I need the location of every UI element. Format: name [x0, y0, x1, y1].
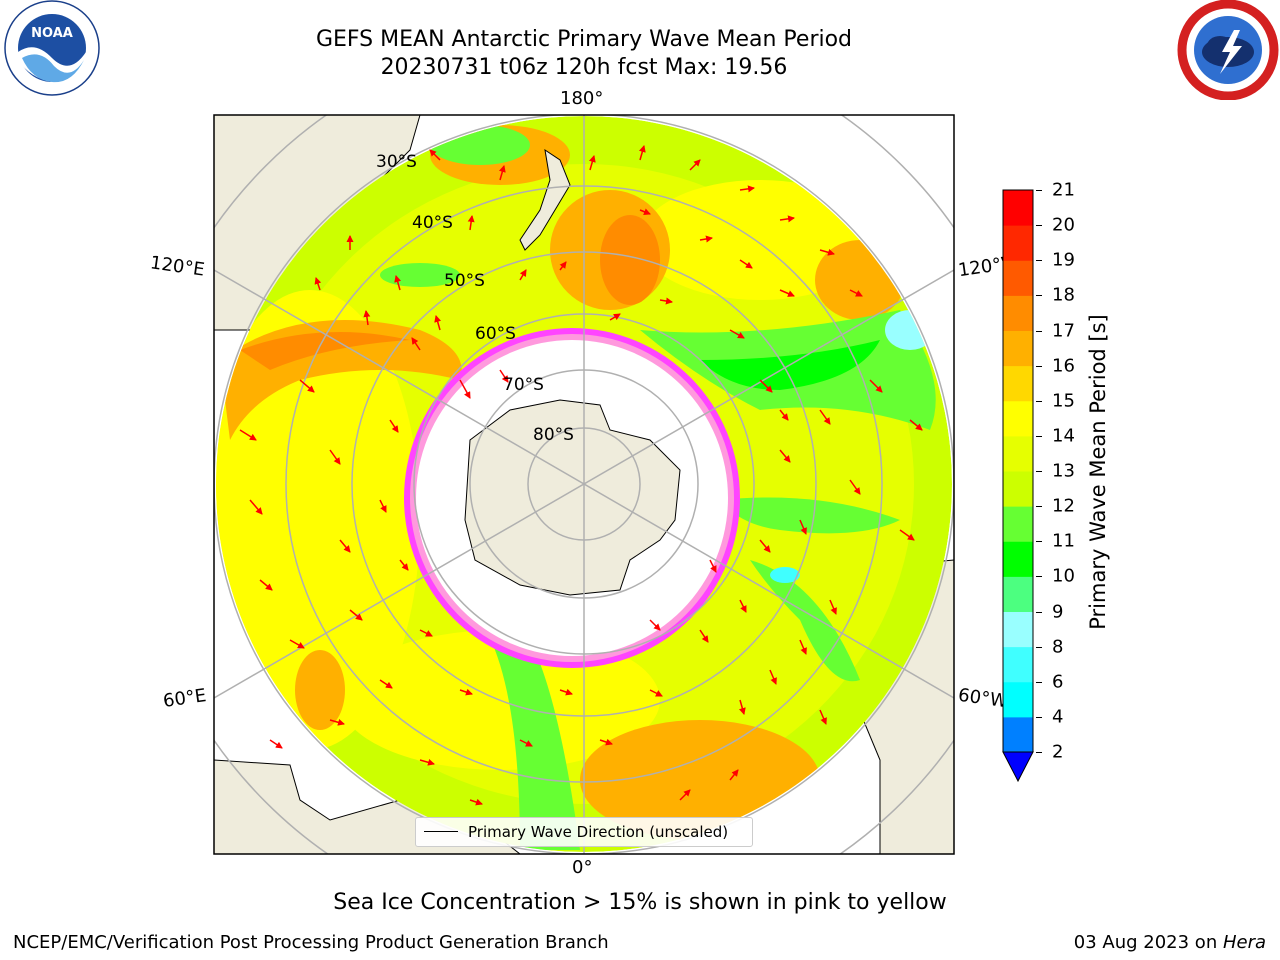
sea-ice-note: Sea Ice Concentration > 15% is shown in …: [333, 890, 947, 915]
footer-machine: Hera: [1222, 932, 1266, 953]
nws-logo: [1177, 0, 1279, 100]
footer-credit: NCEP/EMC/Verification Post Processing Pr…: [13, 932, 609, 953]
colorbar-tick-mark: [1036, 681, 1042, 683]
colorbar-tick-mark: [1036, 646, 1042, 648]
colorbar-segment: [1003, 541, 1033, 577]
lat-label-80s: 80°S: [533, 425, 574, 445]
noaa-logo: NOAA: [4, 0, 100, 96]
colorbar-segment: [1003, 365, 1033, 402]
colorbar-tick-mark: [1036, 611, 1042, 613]
colorbar-tick-mark: [1036, 471, 1042, 472]
colorbar-segment: [1003, 260, 1033, 296]
colorbar-tick-label: 9: [1052, 601, 1064, 622]
colorbar-tick-label: 10: [1052, 565, 1075, 587]
lat-label-60s: 60°S: [475, 324, 516, 344]
colorbar-tick-mark: [1036, 541, 1042, 543]
colorbar-tick-mark: [1036, 400, 1042, 402]
colorbar-tick-label: 20: [1052, 214, 1075, 236]
colorbar-tick-mark: [1036, 716, 1042, 718]
colorbar-extend-min: [1002, 751, 1034, 783]
lat-label-40s: 40°S: [412, 213, 453, 233]
colorbar-tick-mark: [1036, 260, 1042, 262]
wave-direction-arrows: [239, 145, 923, 806]
colorbar-tick-mark: [1036, 225, 1042, 227]
land-new-zealand: [519, 148, 571, 251]
map-legend: Primary Wave Direction (unscaled): [415, 817, 753, 847]
colorbar-tick-label: 6: [1052, 671, 1064, 693]
colorbar-tick-label: 13: [1052, 460, 1075, 482]
colorbar-tick-label: 16: [1052, 355, 1075, 377]
colorbar-tick-mark: [1036, 435, 1042, 437]
colorbar-tick-label: 17: [1052, 320, 1075, 341]
chart-subtitle: 20230731 t06z 120h fcst Max: 19.56: [380, 55, 788, 80]
colorbar-tick-label: 8: [1052, 636, 1064, 658]
lat-label-30s: 30°S: [376, 152, 417, 172]
lat-label-50s: 50°S: [444, 271, 485, 291]
colorbar-segment: [1003, 611, 1033, 648]
colorbar-segment: [1003, 435, 1033, 472]
lat-label-70s: 70°S: [503, 375, 544, 395]
colorbar-segment: [1003, 295, 1033, 331]
colorbar-tick-label: 2: [1052, 741, 1064, 763]
colorbar-segment: [1003, 646, 1033, 683]
colorbar-segment: [1003, 190, 1033, 226]
colorbar-tick-mark: [1036, 752, 1042, 753]
colorbar-tick-mark: [1036, 295, 1042, 297]
colorbar-tick-label: 11: [1052, 530, 1075, 552]
colorbar-tick-mark: [1036, 190, 1042, 191]
colorbar-tick-label: 15: [1052, 390, 1075, 412]
colorbar-segment: [1003, 716, 1033, 753]
colorbar-tick-label: 21: [1052, 179, 1075, 201]
chart-title: GEFS MEAN Antarctic Primary Wave Mean Pe…: [315, 27, 853, 52]
colorbar-segment: [1003, 400, 1033, 437]
footer-date: 03 Aug 2023 on Hera: [1074, 932, 1266, 953]
colorbar-tick-label: 4: [1052, 706, 1064, 728]
footer-date-text: 03 Aug 2023 on: [1073, 932, 1223, 953]
colorbar-label: Primary Wave Mean Period [s]: [1086, 314, 1110, 630]
lon-label-180: 180°: [560, 88, 604, 109]
colorbar-tick-label: 14: [1052, 425, 1075, 447]
legend-line-swatch: [424, 831, 458, 832]
colorbar-tick-mark: [1036, 330, 1042, 332]
lon-label-0: 0°: [572, 857, 593, 878]
colorbar-tick-mark: [1036, 506, 1042, 508]
colorbar-segment: [1003, 681, 1033, 718]
legend-label: Primary Wave Direction (unscaled): [468, 823, 729, 841]
colorbar-segment: [1003, 225, 1033, 261]
colorbar-tick-label: 19: [1052, 249, 1075, 271]
noaa-logo-text: NOAA: [31, 26, 73, 41]
colorbar-segment: [1003, 330, 1033, 367]
colorbar-tick-label: 12: [1052, 495, 1075, 517]
colorbar-tick-label: 18: [1052, 284, 1075, 306]
land-antarctica: [464, 399, 681, 596]
colorbar-segment: [1003, 471, 1033, 507]
colorbar: [1002, 189, 1034, 783]
colorbar-tick-mark: [1036, 576, 1042, 578]
colorbar-segment: [1003, 506, 1033, 542]
colorbar-segment: [1003, 576, 1033, 612]
colorbar-tick-mark: [1036, 365, 1042, 367]
